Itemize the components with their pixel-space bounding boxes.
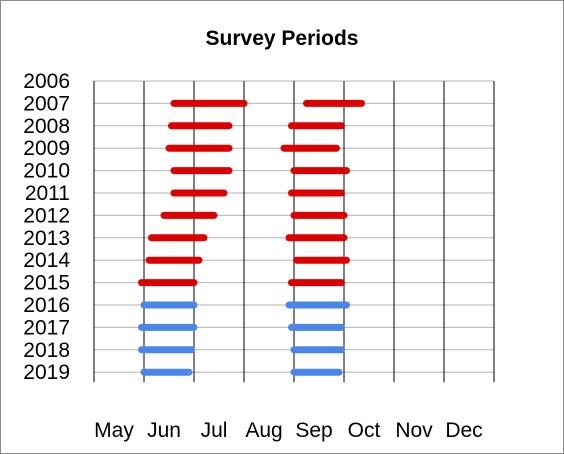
x-tick-label: Sep (295, 419, 332, 442)
y-tick-label: 2007 (23, 92, 70, 115)
x-tick-label: Oct (348, 419, 381, 442)
y-tick-label: 2011 (25, 182, 70, 205)
y-tick-label: 2019 (23, 361, 70, 384)
survey-bars (138, 99, 365, 376)
y-tick-label: 2010 (23, 160, 70, 183)
y-tick-labels: 2006200720082009201020112012201320142015… (23, 70, 70, 384)
x-tick-label: Nov (395, 419, 433, 442)
chart-title: Survey Periods (206, 27, 359, 50)
y-tick-label: 2017 (23, 316, 70, 339)
x-tick-label: Jun (147, 419, 181, 442)
y-tick-label: 2013 (23, 227, 70, 250)
y-tick-label: 2009 (23, 137, 70, 160)
y-tick-label: 2016 (23, 294, 70, 317)
vertical-gridlines (93, 81, 495, 383)
y-tick-label: 2006 (23, 70, 70, 93)
x-tick-label: Jul (201, 419, 228, 442)
y-tick-label: 2018 (23, 339, 70, 362)
x-tick-labels: May Jun Jul Aug Sep Oct Nov Dec (94, 419, 483, 442)
x-tick-label: May (94, 419, 134, 442)
y-tick-label: 2008 (23, 115, 70, 138)
y-tick-label: 2012 (23, 204, 70, 227)
x-tick-label: Aug (245, 419, 282, 442)
x-tick-label: Dec (445, 419, 482, 442)
y-tick-label: 2015 (23, 272, 70, 295)
y-tick-label: 2014 (23, 249, 70, 272)
